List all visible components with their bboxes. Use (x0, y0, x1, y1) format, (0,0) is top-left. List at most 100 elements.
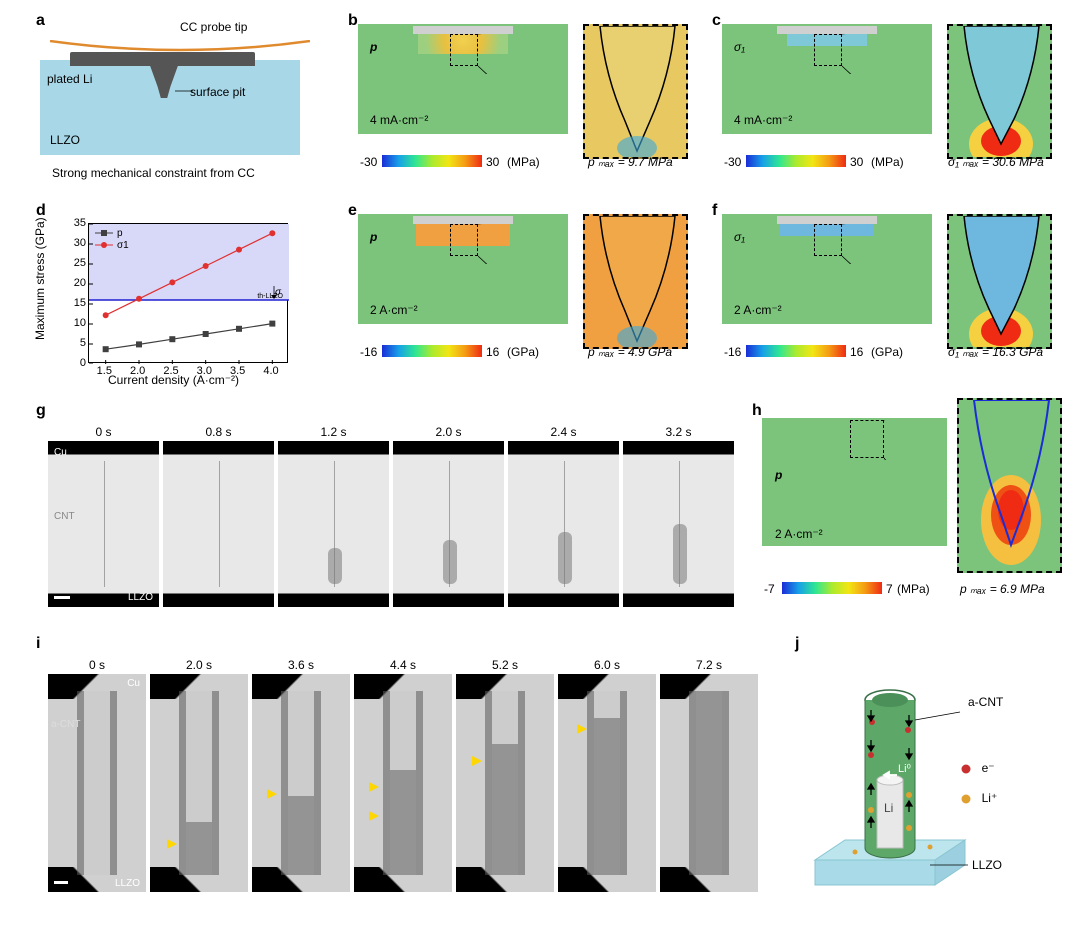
scale-h-min: -7 (764, 582, 775, 596)
panel-h (762, 418, 1062, 573)
symbol-f: σ₁ (734, 230, 745, 244)
panel-d: σth-LLZOpσ1 1.52.02.53.03.54.00510152025… (40, 215, 300, 390)
panel-e-label: e (348, 202, 357, 220)
scale-c-min: -30 (724, 155, 741, 169)
scale-c-max: 30 (850, 155, 863, 169)
legend-e: e⁻ (960, 760, 989, 775)
scalebar (54, 881, 68, 884)
tem-frame-g (278, 441, 389, 607)
marker-arrow (267, 789, 277, 799)
time-label: 2.0 s (150, 658, 248, 672)
label-llzo: LLZO (50, 133, 80, 147)
marker-arrow (167, 839, 177, 849)
sim-b-zoom (583, 24, 688, 159)
scale-c-unit: (MPa) (871, 155, 904, 169)
label-j-llzo: LLZO (972, 858, 1002, 872)
scalebar (54, 596, 70, 599)
time-label: 3.2 s (623, 425, 734, 439)
ytick: 10 (72, 317, 86, 329)
time-label: 0 s (48, 658, 146, 672)
panel-f-label: f (712, 202, 717, 220)
cu-label: Cu (127, 678, 140, 689)
scale-e-min: -16 (360, 345, 377, 359)
scale-b-max: 30 (486, 155, 499, 169)
marker-arrow (472, 756, 482, 766)
result-b: p ₘₐₓ = 9.7 MPa (588, 155, 673, 169)
panel-h-label: h (752, 402, 762, 420)
time-label: 6.0 s (558, 658, 656, 672)
result-c: σ₁ ₘₐₓ = 30.6 MPa (948, 155, 1044, 169)
tem-frame-g (163, 441, 274, 607)
ytick: 35 (72, 217, 86, 229)
tem-frame-g (508, 441, 619, 607)
ytick: 25 (72, 257, 86, 269)
time-label: 2.0 s (393, 425, 504, 439)
marker-arrow (369, 811, 379, 821)
label-li: Li (884, 801, 893, 815)
symbol-e: p (370, 230, 377, 244)
panel-c-label: c (712, 12, 721, 30)
ytick: 0 (72, 357, 86, 369)
panel-i-row: 0 sCua-CNTLLZO2.0 s3.6 s4.4 s5.2 s6.0 s7… (48, 658, 758, 892)
chart-svg: σth-LLZOpσ1 (89, 224, 289, 364)
marker-arrow (577, 724, 587, 734)
ylabel-d: Maximum stress (GPa) (33, 200, 47, 340)
tem-frame-i (558, 674, 656, 892)
sim-f-zoom (947, 214, 1052, 349)
marker-arrow (369, 782, 379, 792)
panel-i-label: i (36, 635, 40, 653)
llzo-label: LLZO (115, 878, 140, 889)
tem-frame-g (393, 441, 504, 607)
panel-j-svg: Li⁰ Li (795, 680, 1070, 910)
panel-b-label: b (348, 12, 358, 30)
scale-e-unit: (GPa) (507, 345, 539, 359)
label-probe: CC probe tip (180, 20, 247, 34)
tem-frame-g (623, 441, 734, 607)
xlabel-d: Current density (A·cm⁻²) (108, 373, 239, 387)
panel-j-label: j (795, 635, 799, 653)
scale-b-min: -30 (360, 155, 377, 169)
time-label: 3.6 s (252, 658, 350, 672)
legend-liion: Li⁺ (960, 790, 991, 805)
time-label: 1.2 s (278, 425, 389, 439)
tem-frame-i: Cua-CNTLLZO (48, 674, 146, 892)
sim-e-zoom (583, 214, 688, 349)
scale-f-min: -16 (724, 345, 741, 359)
caption-a: Strong mechanical constraint from CC (52, 166, 255, 180)
xtick: 4.0 (263, 365, 278, 377)
panel-g-label: g (36, 402, 46, 420)
ytick: 5 (72, 337, 86, 349)
symbol-b: p (370, 40, 377, 54)
ytick: 20 (72, 277, 86, 289)
colorbar-h (782, 582, 882, 594)
panel-g-row: 0 sCuCNTLLZO0.8 s1.2 s2.0 s2.4 s3.2 s (48, 425, 734, 607)
cond-f: 2 A·cm⁻² (734, 303, 782, 317)
cond-e: 2 A·cm⁻² (370, 303, 418, 317)
time-label: 7.2 s (660, 658, 758, 672)
tem-frame-i (660, 674, 758, 892)
time-label: 4.4 s (354, 658, 452, 672)
symbol-h: p (775, 468, 782, 482)
svg-text:p: p (117, 228, 123, 239)
colorbar-e (382, 345, 482, 357)
cnt-label: CNT (54, 511, 75, 522)
scale-f-unit: (GPa) (871, 345, 903, 359)
cond-c: 4 mA·cm⁻² (734, 113, 792, 127)
chart-plot: σth-LLZOpσ1 (88, 223, 288, 363)
label-j-acnt: a-CNT (968, 695, 1003, 709)
result-e: p ₘₐₓ = 4.9 GPa (588, 345, 672, 359)
ytick: 30 (72, 237, 86, 249)
tem-frame-i (354, 674, 452, 892)
time-label: 0.8 s (163, 425, 274, 439)
label-plated: plated Li (47, 72, 92, 86)
time-label: 2.4 s (508, 425, 619, 439)
leader-line (175, 85, 195, 97)
tem-frame-i (456, 674, 554, 892)
sim-h-zoom (957, 398, 1062, 573)
result-f: σ₁ ₘₐₓ = 16.3 GPa (948, 345, 1043, 359)
tem-frame-i (150, 674, 248, 892)
cond-b: 4 mA·cm⁻² (370, 113, 428, 127)
colorbar-f (746, 345, 846, 357)
ytick: 15 (72, 297, 86, 309)
scale-h-max: 7 (886, 582, 893, 596)
